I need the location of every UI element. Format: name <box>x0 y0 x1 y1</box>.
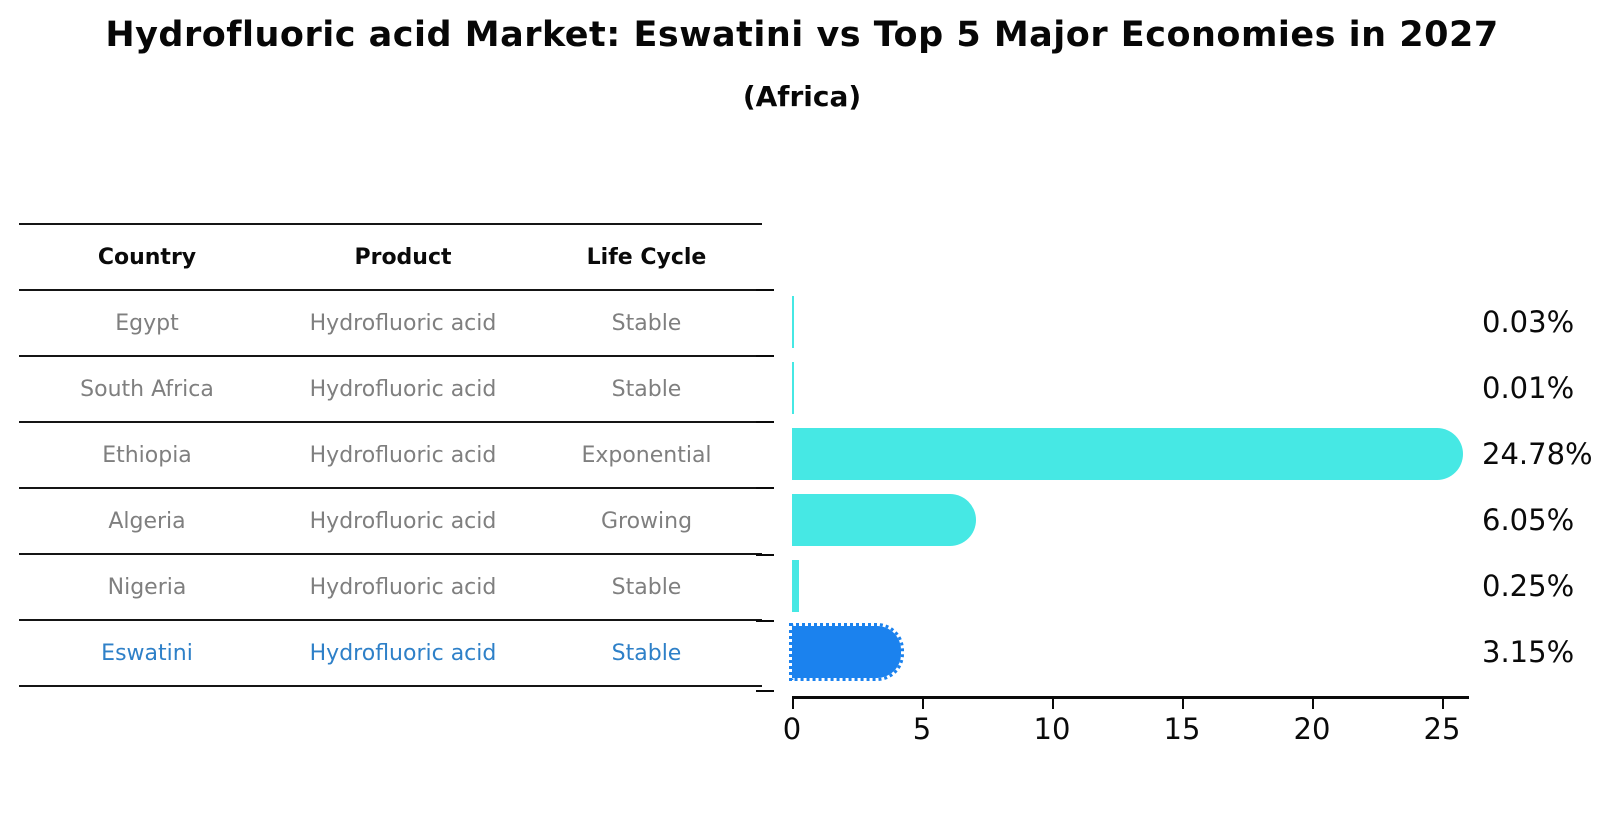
life-cycle-cell: Stable <box>611 640 682 666</box>
table-row-eswatini: Eswatini Hydrofluoric acid Stable <box>19 619 762 687</box>
x-axis-tick <box>1182 698 1184 709</box>
life-cycle-cell: Stable <box>611 376 682 402</box>
x-tick-label: 20 <box>1293 712 1331 746</box>
x-tick-label: 5 <box>912 712 932 746</box>
table-row-ethiopia: Ethiopia Hydrofluoric acid Exponential <box>19 421 762 487</box>
x-tick-label: 25 <box>1423 712 1461 746</box>
bar-eswatini <box>789 623 904 681</box>
bar-egypt <box>792 296 794 348</box>
life-cycle-cell: Growing <box>600 508 693 534</box>
product-cell: Hydrofluoric acid <box>309 508 497 534</box>
x-tick-label: 0 <box>782 712 802 746</box>
table-row-egypt: Egypt Hydrofluoric acid Stable <box>19 289 762 355</box>
x-axis-tick <box>792 698 794 709</box>
life-cycle-cell: Exponential <box>581 442 712 468</box>
y-axis-tick <box>756 289 774 291</box>
bar-algeria <box>792 494 977 546</box>
country-cell: South Africa <box>80 376 214 402</box>
value-label-egypt: 0.03% <box>1482 305 1575 339</box>
y-axis-tick <box>756 421 774 423</box>
product-cell: Hydrofluoric acid <box>309 310 497 336</box>
value-label-south-africa: 0.01% <box>1482 371 1575 405</box>
table-row-south-africa: South Africa Hydrofluoric acid Stable <box>19 355 762 421</box>
y-axis-tick <box>756 690 774 692</box>
x-axis-tick <box>1052 698 1054 709</box>
value-label-nigeria: 0.25% <box>1482 569 1575 603</box>
x-axis-tick <box>1442 698 1444 709</box>
table-header-row: Country Product Life Cycle <box>19 223 762 289</box>
x-tick-label: 10 <box>1033 712 1071 746</box>
country-cell: Ethiopia <box>102 442 192 468</box>
x-axis-tick <box>1312 698 1314 709</box>
chart-title: Hydrofluoric acid Market: Eswatini vs To… <box>105 15 1499 55</box>
x-tick-label: 15 <box>1163 712 1201 746</box>
y-axis-tick <box>756 554 774 556</box>
comparison-table: Country Product Life Cycle Egypt Hydrofl… <box>19 223 762 687</box>
chart-subtitle: (Africa) <box>742 80 862 113</box>
product-cell: Hydrofluoric acid <box>309 376 497 402</box>
bar-nigeria <box>792 560 799 612</box>
product-cell: Hydrofluoric acid <box>309 640 497 666</box>
value-label-ethiopia: 24.78% <box>1482 437 1593 471</box>
y-axis-tick <box>756 355 774 357</box>
y-axis-tick <box>756 487 774 489</box>
life-cycle-cell: Stable <box>611 310 682 336</box>
table-row-algeria: Algeria Hydrofluoric acid Growing <box>19 487 762 553</box>
country-cell: Eswatini <box>101 640 193 666</box>
life-cycle-cell: Stable <box>611 574 682 600</box>
column-header-life-cycle: Life Cycle <box>586 244 707 270</box>
bar-ethiopia <box>792 428 1464 480</box>
value-label-algeria: 6.05% <box>1482 503 1575 537</box>
x-axis-line <box>792 696 1469 699</box>
column-header-product: Product <box>354 244 452 270</box>
country-cell: Nigeria <box>107 574 187 600</box>
value-label-eswatini: 3.15% <box>1482 635 1575 669</box>
y-axis-tick <box>756 620 774 622</box>
column-header-country: Country <box>97 244 197 270</box>
country-cell: Egypt <box>115 310 179 336</box>
country-cell: Algeria <box>108 508 186 534</box>
table-row-nigeria: Nigeria Hydrofluoric acid Stable <box>19 553 762 619</box>
product-cell: Hydrofluoric acid <box>309 442 497 468</box>
bar-south-africa <box>792 362 794 414</box>
x-axis-tick <box>922 698 924 709</box>
product-cell: Hydrofluoric acid <box>309 574 497 600</box>
